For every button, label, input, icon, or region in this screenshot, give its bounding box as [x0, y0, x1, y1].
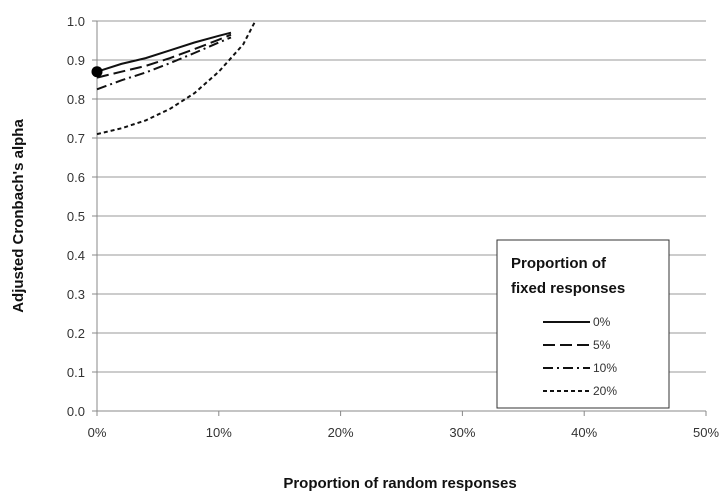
series-line-20pct: [96, 20, 257, 136]
x-tick-label: 0%: [88, 425, 107, 440]
legend-label-10pct: 10%: [593, 361, 617, 375]
y-tick-label: 0.3: [67, 287, 85, 302]
y-tick-label: 0.4: [67, 248, 85, 263]
y-tick-label: 0.0: [67, 404, 85, 419]
y-tick-label: 0.8: [67, 92, 85, 107]
x-tick-label: 50%: [693, 425, 719, 440]
legend: Proportion of fixed responses 0% 5% 10% 20%: [496, 239, 670, 409]
x-tick-label: 10%: [206, 425, 232, 440]
y-axis-title: Adjusted Cronbach's alpha: [10, 119, 27, 313]
legend-label-20pct: 20%: [593, 384, 617, 398]
y-tick-label: 0.1: [67, 365, 85, 380]
legend-items: 0% 5% 10% 20%: [543, 315, 617, 398]
x-axis-ticks: 0% 10% 20% 30% 40% 50%: [88, 411, 719, 440]
series-line-10pct: [96, 36, 232, 91]
y-tick-label: 0.9: [67, 53, 85, 68]
series-line-5pct: [96, 33, 232, 79]
x-tick-label: 20%: [328, 425, 354, 440]
x-tick-label: 40%: [571, 425, 597, 440]
y-axis-ticks: 0.0 0.1 0.2 0.3 0.4 0.5 0.6 0.7 0.8 0.9 1.0: [67, 14, 97, 419]
y-tick-label: 0.5: [67, 209, 85, 224]
data-point-marker: [91, 66, 103, 78]
x-tick-label: 30%: [449, 425, 475, 440]
x-axis-title: Proportion of random responses: [283, 475, 516, 492]
y-tick-label: 0.6: [67, 170, 85, 185]
legend-box: [496, 239, 670, 409]
y-tick-label: 0.2: [67, 326, 85, 341]
y-tick-label: 1.0: [67, 14, 85, 29]
marker-group: [91, 66, 103, 78]
y-tick-label: 0.7: [67, 131, 85, 146]
series-line-0pct: [96, 31, 232, 73]
series-group: [96, 20, 257, 136]
legend-title-line2: fixed responses: [511, 280, 625, 297]
legend-label-5pct: 5%: [593, 338, 611, 352]
gridlines: [97, 20, 706, 412]
legend-label-0pct: 0%: [593, 315, 611, 329]
legend-title-line1: Proportion of: [511, 255, 607, 272]
